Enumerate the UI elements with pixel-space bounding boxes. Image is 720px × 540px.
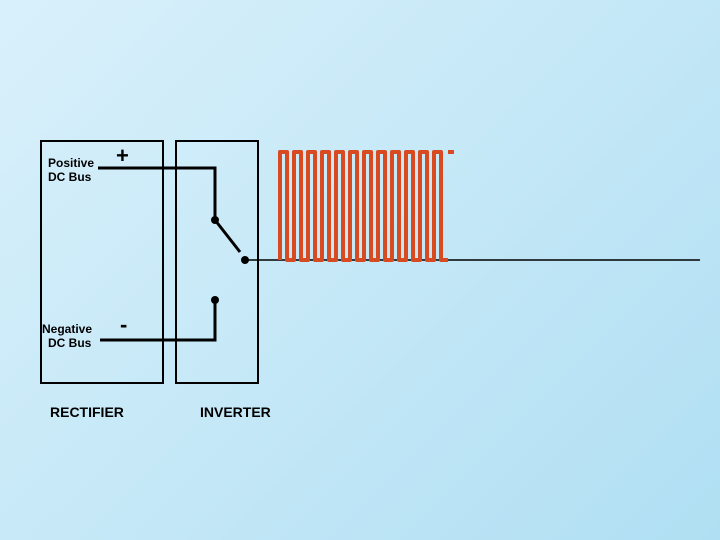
circuit-diagram (0, 0, 720, 540)
nodes-group (211, 216, 249, 304)
pwm-waveform (280, 152, 454, 260)
